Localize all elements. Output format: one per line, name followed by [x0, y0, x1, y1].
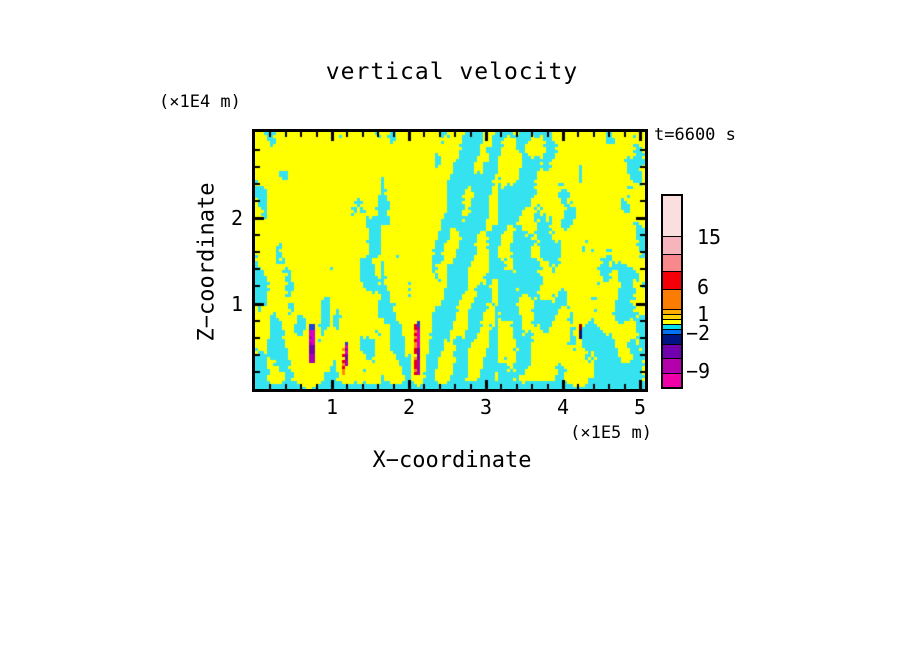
colorbar-segment-orange: [663, 289, 681, 309]
colorbar-segment-amber: [663, 309, 681, 314]
colorbar-segment-gold: [663, 314, 681, 319]
plot-frame: [252, 129, 648, 392]
x-tick-label: 2: [402, 395, 416, 419]
colorbar-segment-blue: [663, 329, 681, 334]
chart-title: vertical velocity: [325, 59, 579, 85]
colorbar-segment-violet: [663, 358, 681, 373]
colorbar-label: 1: [697, 302, 710, 326]
colorbar-segment-yellow: [663, 319, 681, 324]
colorbar-segment-salmon: [663, 254, 681, 271]
y-tick-label: 1: [230, 291, 243, 316]
colorbar-segment-cyan: [663, 324, 681, 329]
colorbar-label: −9: [686, 359, 711, 383]
x-axis-unit-label: (×1E5 m): [570, 423, 652, 443]
colorbar-label: −2: [686, 321, 711, 345]
time-annotation: t=6600 s: [654, 125, 736, 145]
colorbar-label: 15: [697, 225, 722, 249]
x-tick-label: 5: [633, 395, 647, 419]
colorbar-segment-navy: [663, 334, 681, 344]
colorbar-segment-pale-pink: [663, 196, 681, 236]
colorbar: [661, 194, 683, 389]
colorbar-segment-magenta: [663, 373, 681, 387]
colorbar-segment-red: [663, 271, 681, 289]
heatmap-canvas: [255, 132, 645, 389]
y-axis-unit-label: (×1E4 m): [159, 92, 241, 112]
y-axis-title: Z−coordinate: [194, 182, 220, 342]
y-tick-label: 2: [230, 206, 243, 230]
colorbar-segment-pink: [663, 236, 681, 254]
x-tick-label: 1: [325, 395, 339, 419]
colorbar-segment-purple: [663, 344, 681, 358]
colorbar-label: 6: [697, 275, 710, 299]
x-axis-title: X−coordinate: [372, 448, 532, 473]
x-tick-label: 3: [479, 395, 493, 419]
x-tick-label: 4: [556, 395, 570, 419]
